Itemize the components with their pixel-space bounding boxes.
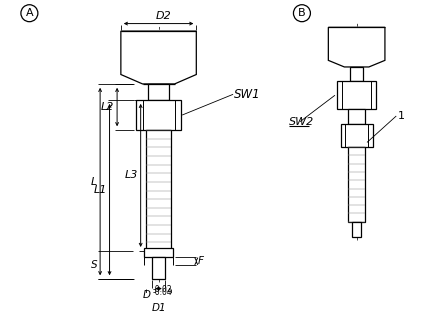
Bar bbox=[146, 130, 171, 251]
Text: -0.02: -0.02 bbox=[153, 285, 173, 294]
Bar bbox=[341, 123, 373, 147]
Text: B: B bbox=[298, 8, 306, 18]
Text: F: F bbox=[198, 256, 204, 266]
Text: D: D bbox=[143, 290, 151, 299]
Text: 1: 1 bbox=[398, 111, 405, 121]
Bar bbox=[348, 109, 365, 123]
Bar bbox=[148, 84, 169, 100]
Text: S: S bbox=[91, 260, 97, 270]
Polygon shape bbox=[328, 27, 385, 67]
Text: SW2: SW2 bbox=[289, 117, 314, 127]
Bar bbox=[152, 258, 165, 279]
Text: L3: L3 bbox=[124, 170, 138, 180]
Bar bbox=[136, 100, 181, 130]
Bar bbox=[350, 67, 363, 81]
Text: D2: D2 bbox=[155, 11, 171, 21]
Text: SW1: SW1 bbox=[234, 88, 261, 101]
Text: D1: D1 bbox=[151, 303, 166, 311]
Text: L2: L2 bbox=[101, 102, 114, 112]
Bar bbox=[352, 222, 361, 237]
Text: -0.04: -0.04 bbox=[153, 288, 173, 297]
Bar bbox=[348, 147, 365, 222]
Bar bbox=[337, 81, 376, 109]
Text: A: A bbox=[26, 8, 33, 18]
Polygon shape bbox=[121, 31, 196, 84]
Text: L: L bbox=[91, 177, 97, 187]
Bar bbox=[144, 248, 173, 258]
Text: L1: L1 bbox=[93, 184, 107, 195]
